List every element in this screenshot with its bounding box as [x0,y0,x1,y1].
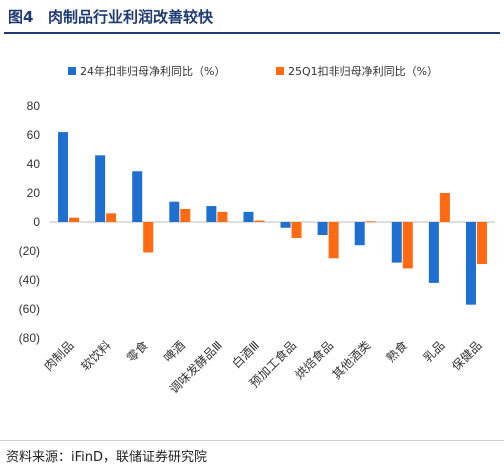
bar-series-2024 [95,155,106,222]
y-tick-label: 80 [27,99,41,113]
figure-label: 图4 [8,8,34,26]
x-category-label: 啤酒 [160,338,188,366]
x-category-label: 白酒Ⅲ [229,338,262,371]
x-category-label: 软饮料 [78,338,113,373]
source-divider [0,440,504,441]
legend-swatch-2024 [68,67,76,75]
figure-title-row: 图4 肉制品行业利润改善较快 [4,4,500,34]
bar-series-25q1 [254,220,265,222]
bar-series-2024 [280,222,291,228]
x-category-label: 保健品 [449,338,484,373]
bar-series-25q1 [365,221,376,223]
x-category-label: 熟食 [383,338,411,366]
bar-series-2024 [132,171,143,222]
bar-series-25q1 [291,222,302,238]
x-category-label: 烘焙食品 [292,338,337,383]
bar-series-25q1 [439,193,450,222]
y-tick-label: (80) [19,331,40,345]
y-tick-label: 0 [33,215,40,229]
bar-series-2024 [206,206,217,222]
x-category-label: 乳品 [421,338,448,365]
bar-series-25q1 [180,208,191,222]
y-tick-label: 20 [27,186,41,200]
legend-label-25q1: 25Q1扣非归母净利同比（%） [288,64,438,78]
bar-series-25q1 [402,222,413,269]
bar-series-2024 [354,222,365,246]
y-tick-label: (40) [19,273,40,287]
bar-series-2024 [317,222,328,236]
bar-series-25q1 [217,211,228,222]
bar-series-2024 [169,201,180,222]
legend-swatch-25q1 [276,67,284,75]
x-category-label: 肉制品 [41,338,76,373]
source-note: 资料来源：iFinD，联储证券研究院 [6,450,208,465]
x-category-label: 零食 [123,338,151,366]
bar-series-25q1 [476,222,487,265]
bar-series-25q1 [106,213,117,222]
legend-label-2024: 24年扣非归母净利同比（%） [80,64,225,78]
y-tick-label: (60) [19,302,40,316]
bar-series-2024 [391,222,402,263]
y-tick-label: 60 [27,128,41,142]
bar-series-2024 [243,211,254,222]
bar-series-25q1 [143,222,154,253]
bar-series-25q1 [69,217,80,222]
figure-title: 肉制品行业利润改善较快 [48,8,214,26]
y-tick-label: (20) [19,244,40,258]
bar-series-2024 [465,222,476,305]
title-underline [4,32,500,34]
bar-series-2024 [428,222,439,283]
y-tick-label: 40 [27,157,41,171]
x-category-label: 其他酒类 [329,338,373,382]
bar-series-2024 [58,132,69,222]
bar-series-25q1 [328,222,339,259]
